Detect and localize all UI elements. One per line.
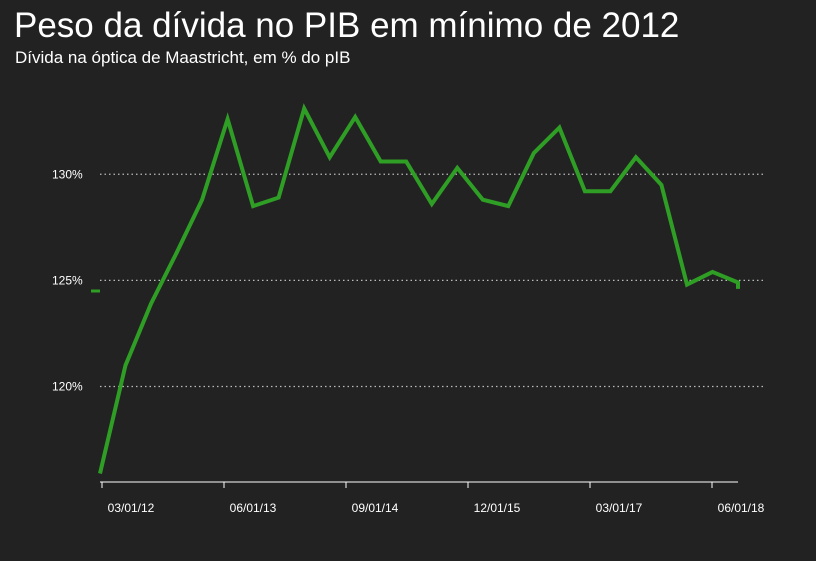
- series-layer: [91, 103, 740, 474]
- chart-subtitle: Dívida na óptica de Maastricht, em % do …: [15, 48, 351, 67]
- x-tick-label: 12/01/15: [474, 501, 521, 515]
- y-tick-label: 120%: [52, 380, 83, 394]
- y-tick-label: 125%: [52, 273, 83, 287]
- y-tick-label: 130%: [52, 167, 83, 181]
- x-tick-label: 03/01/17: [596, 501, 643, 515]
- series-line: [98, 103, 740, 474]
- x-tick-label: 06/01/18: [718, 501, 765, 515]
- x-tick-label: 03/01/12: [108, 501, 155, 515]
- y-axis-labels: 120% 125% 130%: [52, 167, 83, 393]
- x-axis: 03/01/12 06/01/13 09/01/14 12/01/15 03/01/17…: [100, 481, 765, 515]
- x-tick-label: 09/01/14: [352, 501, 399, 515]
- chart-title: Peso da dívida no PIB em mínimo de 2012: [14, 6, 680, 45]
- x-tick-label: 06/01/13: [230, 501, 277, 515]
